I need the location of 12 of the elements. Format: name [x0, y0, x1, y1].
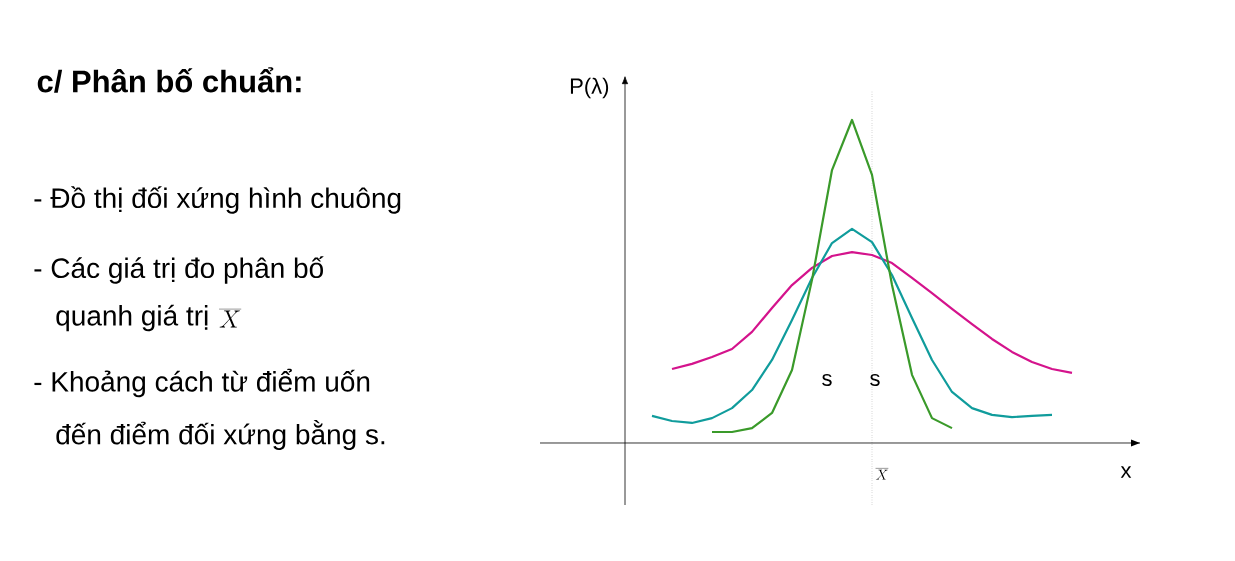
text: $\overline{X}$ — [219, 309, 242, 328]
text: - Đồ thị đối xứng hình chuông — [34, 186, 401, 214]
text: - Khoảng cách từ điểm uốn — [34, 368, 370, 398]
annotation: s — [870, 373, 880, 387]
text: - Các giá trị đo phân bố — [34, 256, 324, 284]
x-axis-title: x — [1120, 466, 1132, 478]
text: $\overline{X}$ — [875, 468, 889, 480]
y-axis-title: P(λ) — [570, 77, 609, 99]
text: đến điểm đối xứng bằng s. — [56, 419, 385, 451]
text: quanh giá trị — [56, 304, 208, 332]
annotation: s — [822, 373, 832, 387]
text: c/ Phân bố chuẩn: — [37, 67, 301, 93]
